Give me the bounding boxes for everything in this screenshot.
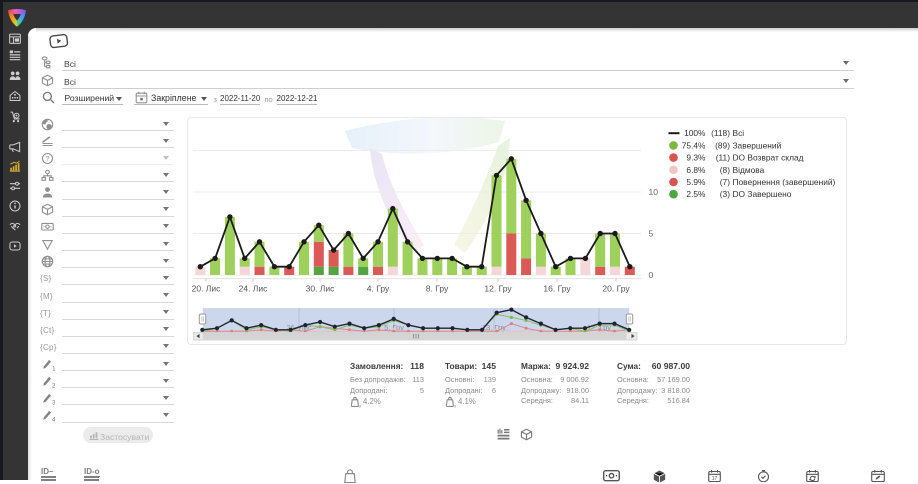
svg-text:12. Гру: 12. Гру [484, 284, 512, 294]
svg-text:10: 10 [649, 187, 659, 197]
svg-text:Завершений: Завершений [733, 140, 782, 150]
svg-text:24. Лис: 24. Лис [239, 284, 269, 294]
svg-text:20. Лис: 20. Лис [192, 284, 222, 294]
svg-text:3: 3 [52, 399, 55, 405]
svg-text:75.4%: 75.4% [682, 140, 706, 150]
svg-text:4. Гру: 4. Гру [367, 284, 390, 294]
svg-text:Відмова: Відмова [733, 165, 765, 175]
svg-text:5.9%: 5.9% [686, 177, 706, 187]
svg-text:2: 2 [52, 382, 55, 388]
svg-text:DO Возврат склад: DO Возврат склад [733, 153, 804, 163]
svg-text:1: 1 [52, 365, 55, 371]
svg-text:4: 4 [52, 417, 55, 423]
svg-text:?: ? [46, 156, 50, 163]
svg-text:(8): (8) [720, 165, 730, 175]
svg-text:Всі: Всі [733, 128, 745, 138]
svg-text:20. Гру: 20. Гру [602, 284, 630, 294]
svg-text:x: x [359, 404, 362, 409]
svg-text:100%: 100% [684, 128, 706, 138]
svg-text:6.8%: 6.8% [686, 165, 706, 175]
svg-text:30. Лис: 30. Лис [306, 284, 336, 294]
svg-text:(89): (89) [715, 140, 730, 150]
svg-text:(3): (3) [720, 189, 730, 199]
svg-text:5. Гру: 5. Гру [384, 323, 404, 332]
svg-text:2.5%: 2.5% [686, 189, 706, 199]
svg-text:(7): (7) [720, 177, 730, 187]
svg-text:(11): (11) [716, 153, 730, 163]
svg-text:0: 0 [649, 270, 654, 280]
svg-text:5: 5 [649, 229, 654, 239]
svg-text:9.3%: 9.3% [686, 153, 706, 163]
svg-text:8. Гру: 8. Гру [426, 284, 449, 294]
svg-text:x: x [454, 404, 457, 409]
svg-text:DO Завершено: DO Завершено [733, 189, 792, 199]
svg-text:Повернення (завершений): Повернення (завершений) [733, 177, 836, 187]
svg-text:13. Гру: 13. Гру [482, 323, 506, 332]
svg-text:16. Гру: 16. Гру [543, 284, 571, 294]
svg-text:17. Гру: 17. Гру [587, 323, 611, 332]
svg-text:(118): (118) [711, 128, 730, 138]
svg-text:17: 17 [712, 476, 718, 482]
